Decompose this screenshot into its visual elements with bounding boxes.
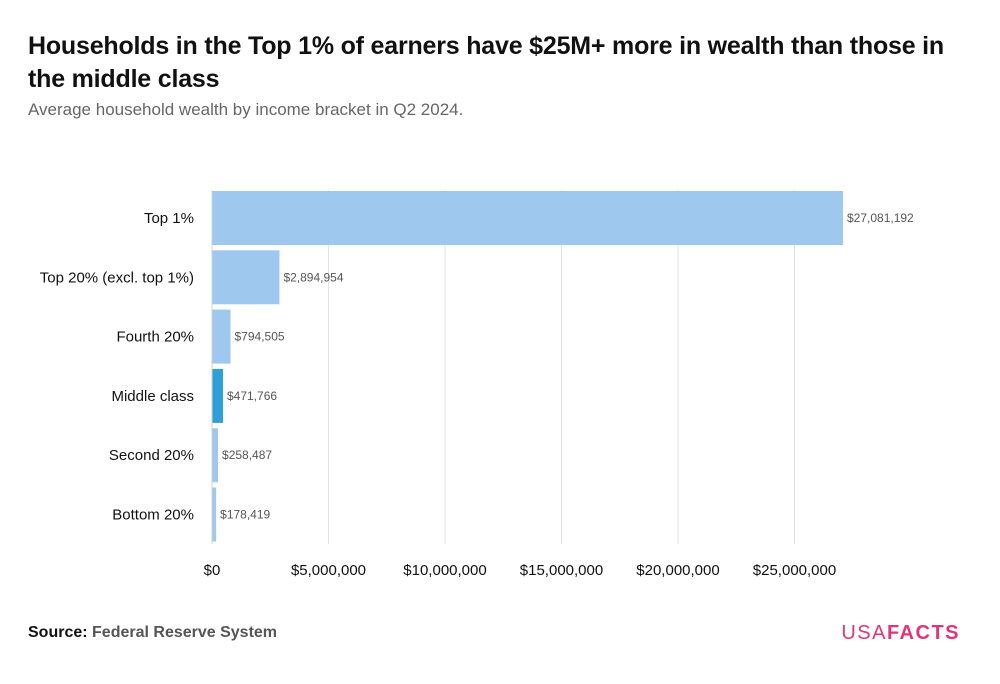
category-label: Fourth 20% (116, 329, 194, 346)
usafacts-logo: USAFACTS (841, 622, 960, 645)
x-tick-label: $5,000,000 (291, 562, 366, 579)
category-label: Middle class (111, 388, 194, 405)
source-line: Source: Federal Reserve System (28, 624, 277, 642)
bar (212, 250, 280, 305)
chart-subtitle: Average household wealth by income brack… (28, 100, 464, 119)
x-tick-label: $0 (204, 562, 221, 579)
bar (212, 368, 223, 423)
data-label: $27,081,192 (847, 211, 914, 225)
category-label: Bottom 20% (112, 507, 194, 524)
bar (212, 191, 843, 245)
x-tick-label: $20,000,000 (636, 562, 719, 579)
source-value: Federal Reserve System (92, 624, 278, 641)
category-label: Top 1% (144, 210, 194, 227)
chart-title: Households in the Top 1% of earners have… (28, 32, 944, 93)
bar-chart: $0 $5,000,000 $10,000,000 $15,000,000 $20,00… (40, 190, 914, 579)
x-tick-label: $10,000,000 (403, 562, 486, 579)
source-label: Source: (28, 624, 88, 641)
x-tick-label: $25,000,000 (753, 562, 836, 579)
bar (212, 309, 231, 364)
data-label: $471,766 (227, 389, 277, 403)
logo-text-usa: USA (841, 622, 887, 644)
data-label: $2,894,954 (283, 270, 343, 284)
category-label: Second 20% (109, 447, 194, 464)
logo-text-facts: FACTS (886, 622, 960, 644)
x-tick-label: $15,000,000 (520, 562, 603, 579)
data-label: $258,487 (222, 448, 272, 462)
bar (212, 487, 217, 542)
category-label: Top 20% (excl. top 1%) (40, 269, 194, 286)
data-label: $794,505 (235, 330, 285, 344)
bar (212, 428, 219, 483)
data-label: $178,419 (220, 508, 270, 522)
